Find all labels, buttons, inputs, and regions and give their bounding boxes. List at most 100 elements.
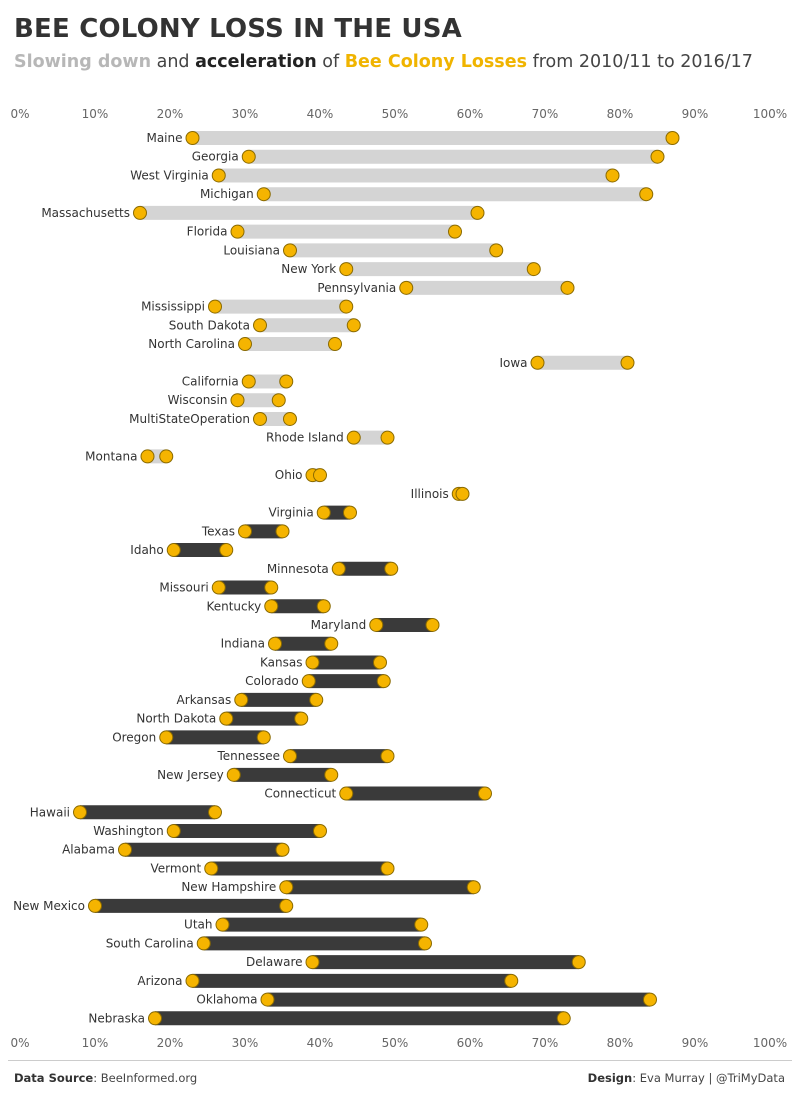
dot-low-wisconsin <box>230 393 245 408</box>
dot-high-massachusetts <box>470 205 485 220</box>
label-idaho: Idaho <box>130 543 163 557</box>
dot-low-connecticut <box>339 786 354 801</box>
label-multistateoperation: MultiStateOperation <box>129 412 250 426</box>
label-colorado: Colorado <box>245 674 299 688</box>
label-oklahoma: Oklahoma <box>196 993 257 1007</box>
subtitle-of: of <box>316 52 345 72</box>
label-new-hampshire: New Hampshire <box>181 880 276 894</box>
dot-low-delaware <box>305 955 320 970</box>
label-montana: Montana <box>85 449 137 463</box>
dot-low-michigan <box>256 187 271 202</box>
dot-low-virginia <box>316 505 331 520</box>
label-hawaii: Hawaii <box>30 805 70 819</box>
dot-high-iowa <box>620 355 635 370</box>
label-washington: Washington <box>93 824 164 838</box>
x-tick-top-7: 70% <box>532 107 559 121</box>
dot-high-indiana <box>324 636 339 651</box>
footer-design-value: : Eva Murray | @TriMyData <box>632 1071 785 1085</box>
dot-low-massachusetts <box>133 205 147 220</box>
page-subtitle: Slowing down and acceleration of Bee Col… <box>14 52 753 72</box>
dot-high-california <box>279 374 294 389</box>
label-north-dakota: North Dakota <box>136 712 216 726</box>
label-iowa: Iowa <box>499 356 527 370</box>
dot-high-michigan <box>639 187 654 202</box>
dot-high-georgia <box>650 149 665 164</box>
dot-high-ohio <box>313 468 327 483</box>
label-florida: Florida <box>187 225 228 239</box>
dot-low-pennsylvania <box>399 280 414 295</box>
dot-high-new-mexico <box>279 898 294 913</box>
dot-high-kentucky <box>316 599 331 614</box>
dot-low-nebraska <box>148 1011 162 1026</box>
label-louisiana: Louisiana <box>223 243 280 257</box>
label-illinois: Illinois <box>411 487 449 501</box>
dot-low-kentucky <box>264 599 279 614</box>
x-tick-bottom-9: 90% <box>682 1036 709 1050</box>
dot-high-idaho <box>219 543 234 558</box>
dot-high-colorado <box>376 674 391 689</box>
label-ohio: Ohio <box>275 468 303 482</box>
dot-high-kansas <box>373 655 387 670</box>
label-pennsylvania: Pennsylvania <box>317 281 396 295</box>
dot-low-idaho <box>166 543 181 558</box>
dot-high-florida <box>448 224 462 239</box>
dot-low-oregon <box>159 730 174 745</box>
dot-low-multistateoperation <box>253 411 267 426</box>
x-tick-top-9: 90% <box>682 107 709 121</box>
dot-high-hawaii <box>208 805 222 820</box>
x-tick-bottom-10: 100% <box>753 1036 787 1050</box>
dot-high-nebraska <box>556 1011 571 1026</box>
x-tick-bottom-0: 0% <box>10 1036 29 1050</box>
dot-low-south-carolina <box>196 936 211 951</box>
dot-high-south-carolina <box>418 936 432 951</box>
label-virginia: Virginia <box>269 506 314 520</box>
label-south-dakota: South Dakota <box>169 318 250 332</box>
dot-high-delaware <box>571 955 586 970</box>
label-wisconsin: Wisconsin <box>168 393 228 407</box>
dot-low-montana <box>140 449 155 464</box>
dot-high-oklahoma <box>643 992 657 1007</box>
label-connecticut: Connecticut <box>264 787 336 801</box>
dot-low-georgia <box>241 149 256 164</box>
dot-high-illinois <box>455 486 470 501</box>
dot-low-california <box>241 374 256 389</box>
subtitle-and: and <box>151 52 196 72</box>
dot-high-missouri <box>264 580 279 595</box>
dot-low-mississippi <box>208 299 222 314</box>
x-tick-bottom-6: 60% <box>457 1036 484 1050</box>
x-tick-top-10: 100% <box>753 107 787 121</box>
x-tick-bottom-2: 20% <box>157 1036 184 1050</box>
dot-low-indiana <box>268 636 282 651</box>
dot-high-north-dakota <box>294 711 309 726</box>
label-nebraska: Nebraska <box>88 1011 145 1025</box>
label-minnesota: Minnesota <box>267 562 329 576</box>
label-rhode-island: Rhode Island <box>266 431 344 445</box>
label-missouri: Missouri <box>159 581 208 595</box>
x-tick-bottom-8: 80% <box>607 1036 634 1050</box>
x-tick-top-4: 40% <box>307 107 334 121</box>
dot-low-utah <box>215 917 230 932</box>
x-tick-bottom-5: 50% <box>382 1036 409 1050</box>
x-tick-top-1: 10% <box>82 107 109 121</box>
dot-high-north-carolina <box>328 337 342 352</box>
label-south-carolina: South Carolina <box>106 936 194 950</box>
dot-low-colorado <box>301 674 316 689</box>
label-west-virginia: West Virginia <box>130 168 209 182</box>
label-utah: Utah <box>184 918 212 932</box>
label-new-york: New York <box>281 262 336 276</box>
dot-high-maryland <box>425 617 440 632</box>
dot-high-wisconsin <box>271 393 286 408</box>
dot-low-washington <box>166 824 181 839</box>
dot-high-arizona <box>504 973 519 988</box>
dot-high-alabama <box>275 842 290 857</box>
label-maine: Maine <box>146 131 182 145</box>
dot-low-tennessee <box>283 749 297 764</box>
dot-low-north-carolina <box>238 337 252 352</box>
dot-high-pennsylvania <box>560 280 575 295</box>
x-tick-bottom-3: 30% <box>232 1036 259 1050</box>
label-vermont: Vermont <box>151 861 202 875</box>
dot-high-minnesota <box>384 561 399 576</box>
dot-low-maine <box>185 131 200 145</box>
dot-low-west-virginia <box>211 168 226 183</box>
